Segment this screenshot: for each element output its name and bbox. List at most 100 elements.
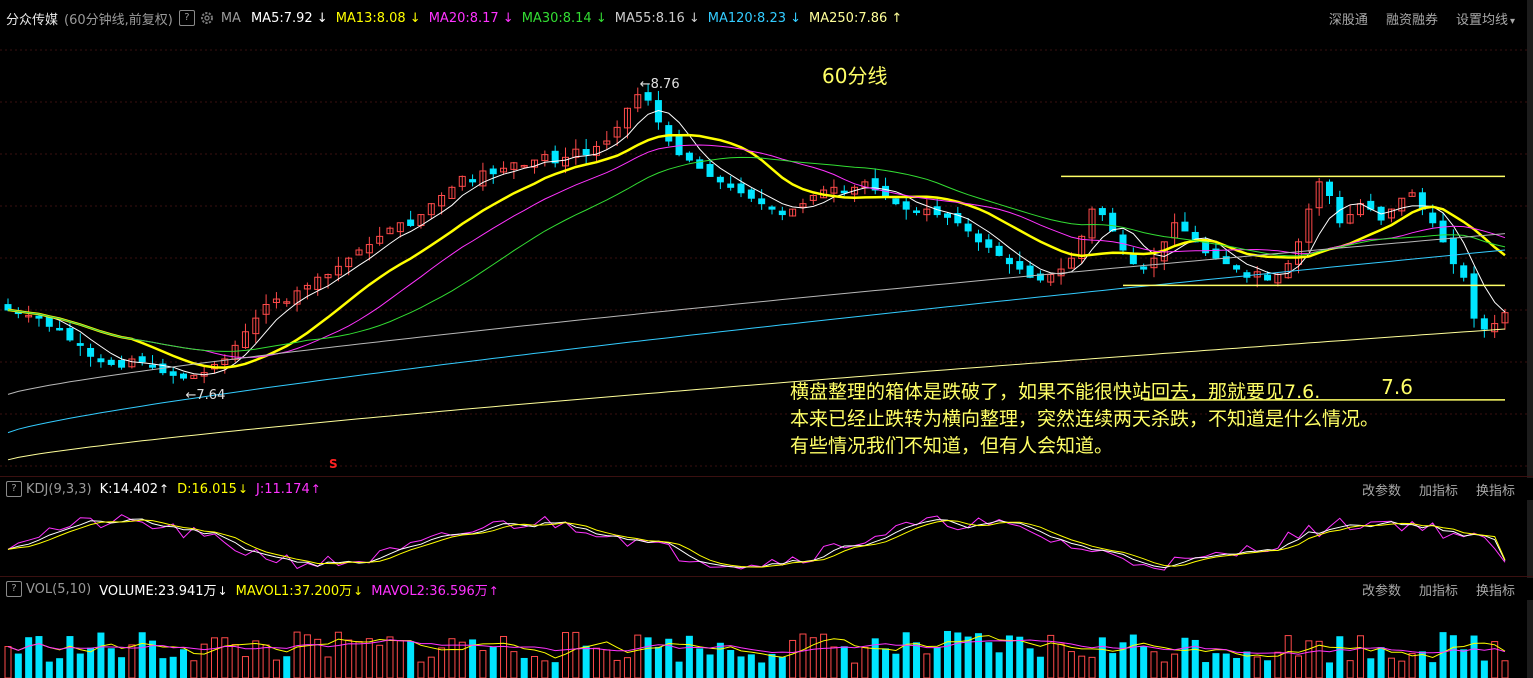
volume-bar [1016, 636, 1024, 678]
vol-mavol2: MAVOL2:36.596万↑ [371, 583, 499, 599]
candle-body [644, 92, 652, 101]
candle-body [283, 301, 291, 304]
volume-bar [25, 637, 33, 678]
volume-bar [1047, 634, 1055, 678]
change-params-button[interactable]: 改参数 [1361, 583, 1401, 599]
volume-bar [149, 640, 157, 678]
volume-bar [1160, 661, 1168, 678]
volume-bar [840, 646, 848, 678]
candle-body [1233, 265, 1241, 270]
candle-body [1067, 257, 1075, 269]
volume-bar [262, 644, 270, 678]
candle-body [603, 140, 611, 145]
stock-name[interactable]: 分众传媒 [6, 12, 59, 28]
volume-bar [1439, 632, 1447, 678]
candle-body [727, 183, 735, 188]
link-shenguto[interactable]: 深股通 [1328, 12, 1368, 28]
volume-bar [727, 650, 735, 678]
candle-body [97, 358, 105, 363]
volume-bar [675, 661, 683, 678]
candle-body [469, 179, 477, 183]
change-params-button[interactable]: 改参数 [1361, 483, 1401, 499]
volume-bar [1222, 653, 1230, 678]
chevron-down-icon: ▾ [1509, 15, 1515, 27]
volume-bar [365, 638, 373, 678]
ma250-line [7, 328, 1506, 461]
volume-bar [1387, 657, 1395, 678]
switch-indicator-button[interactable]: 换指标 [1475, 583, 1515, 599]
volume-bar [830, 646, 838, 678]
volume-bar [1480, 660, 1488, 678]
candle-body [241, 331, 249, 349]
volume-bar [159, 658, 167, 678]
candle-body [747, 189, 755, 199]
volume-bar [334, 631, 342, 678]
link-margin-trading[interactable]: 融资融券 [1385, 12, 1438, 28]
mavol2-line [7, 639, 1506, 655]
add-indicator-button[interactable]: 加指标 [1418, 483, 1458, 499]
gear-icon[interactable] [199, 10, 215, 26]
candle-body [448, 186, 456, 199]
candle-body [87, 347, 95, 357]
vol-name[interactable]: VOL(5,10) [26, 581, 92, 597]
volume-bar [1460, 649, 1468, 678]
kdj-buttons: 改参数 加指标 换指标 [1362, 478, 1515, 500]
kdj-name[interactable]: KDJ(9,3,3) [26, 481, 92, 497]
candle-body [1501, 312, 1509, 324]
kdj-chart[interactable] [0, 502, 1527, 576]
volume-bar [1325, 662, 1333, 678]
volume-bar [76, 653, 84, 678]
ma-value-0: MA5:7.92 ↓ [250, 10, 328, 26]
link-set-ma[interactable]: 设置均线 ▾ [1455, 12, 1515, 28]
candle-body [696, 159, 704, 169]
volume-bar [190, 660, 198, 678]
volume-bar [1491, 641, 1499, 678]
candle-body [1387, 208, 1395, 219]
candle-body [1078, 235, 1086, 259]
candle-body [572, 148, 580, 158]
candle-body [35, 315, 43, 319]
candle-body [128, 358, 136, 368]
scrollbar[interactable] [1527, 0, 1533, 678]
volume-bar [685, 635, 693, 678]
add-indicator-button[interactable]: 加指标 [1418, 583, 1458, 599]
candle-body [1480, 318, 1488, 330]
help-icon[interactable]: ? [178, 10, 195, 26]
candle-body [365, 244, 373, 254]
volume-bar [376, 644, 384, 678]
volume-chart[interactable] [0, 602, 1527, 678]
kdj-j-line [7, 514, 1506, 571]
volume-bar [665, 638, 673, 678]
candle-body [789, 208, 797, 217]
kdj-header: ? KDJ(9,3,3) K:14.402↑ D:16.015↓ J:11.17… [0, 478, 1533, 500]
candle-body [303, 284, 311, 290]
volume-bar [913, 642, 921, 678]
candle-body [221, 358, 229, 365]
candle-body [355, 249, 363, 256]
volume-bar [789, 639, 797, 678]
note-line-1: 横盘整理的箱体是跌破了，如果不能很快站回去，那就要见7.6. [790, 381, 1321, 403]
volume-bar [469, 639, 477, 678]
volume-bar [1336, 636, 1344, 678]
switch-indicator-button[interactable]: 换指标 [1475, 483, 1515, 499]
indicator-name[interactable]: MA [220, 10, 241, 26]
help-icon[interactable]: ? [6, 581, 22, 597]
volume-bar [592, 647, 600, 678]
candle-body [799, 203, 807, 208]
candlestick-chart[interactable]: 7.6 ←8.76 ←7.64 S [0, 30, 1527, 476]
volume-bar [923, 653, 931, 678]
candle-body [324, 274, 332, 279]
panel-divider [0, 576, 1533, 577]
volume-bar [572, 631, 580, 678]
volume-bar [861, 646, 869, 678]
candle-body [1016, 261, 1024, 270]
candle-body [376, 235, 384, 244]
candle-body [1418, 192, 1426, 210]
help-icon[interactable]: ? [6, 481, 22, 497]
volume-bar [1119, 642, 1127, 678]
volume-bar [1109, 653, 1117, 678]
volume-bar [1449, 635, 1457, 678]
candle-body [489, 168, 497, 175]
volume-bar [964, 636, 972, 678]
candle-body [737, 183, 745, 194]
